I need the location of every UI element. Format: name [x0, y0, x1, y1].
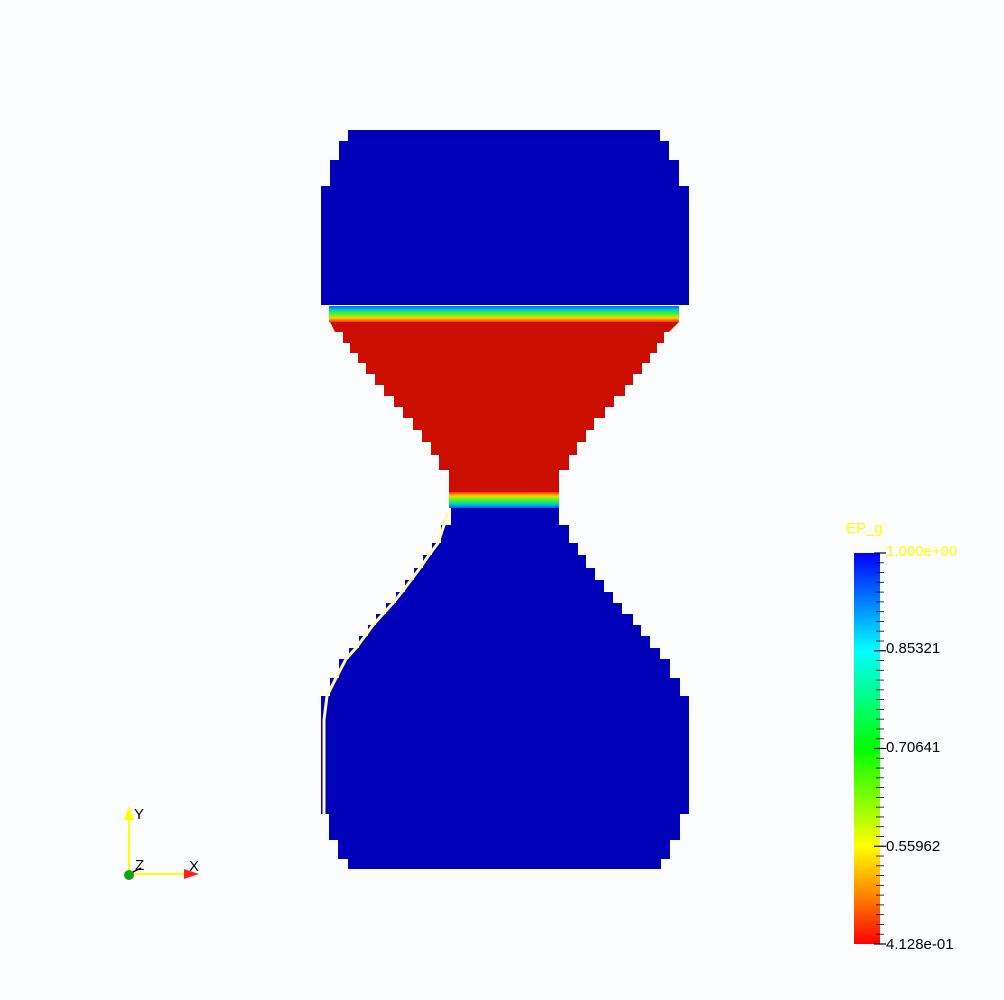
y-axis-arrow — [124, 806, 134, 820]
z-axis-dot — [124, 870, 134, 880]
x-axis-arrow — [184, 869, 199, 879]
scalar-bar-label-bottom: 4.128e-01 — [886, 936, 954, 953]
x-axis-label: X — [189, 858, 199, 875]
y-axis-label: Y — [134, 806, 144, 823]
orientation-axes: Y X Z — [124, 806, 199, 880]
scalar-bar-ticks — [874, 552, 886, 945]
neck-interface-band — [449, 492, 559, 508]
lower-chamber-edge-highlight — [322, 511, 450, 814]
scalar-bar-label-mid3: 0.55962 — [886, 838, 940, 855]
scalar-bar-label-mid1: 0.85321 — [886, 640, 940, 657]
upper-chamber — [321, 130, 689, 305]
scalar-bar-title: EP_g — [846, 520, 883, 537]
z-axis-label: Z — [135, 857, 144, 874]
scalar-bar-legend[interactable]: EP_g 1.000e+00 0.85321 0.70641 0.55962 4… — [846, 520, 957, 953]
scalar-bar-label-mid2: 0.70641 — [886, 739, 940, 756]
red-funnel-region — [330, 322, 679, 492]
lower-chamber — [321, 508, 689, 869]
scalar-bar-label-top: 1.000e+00 — [886, 543, 957, 560]
upper-interface-band — [329, 306, 679, 322]
